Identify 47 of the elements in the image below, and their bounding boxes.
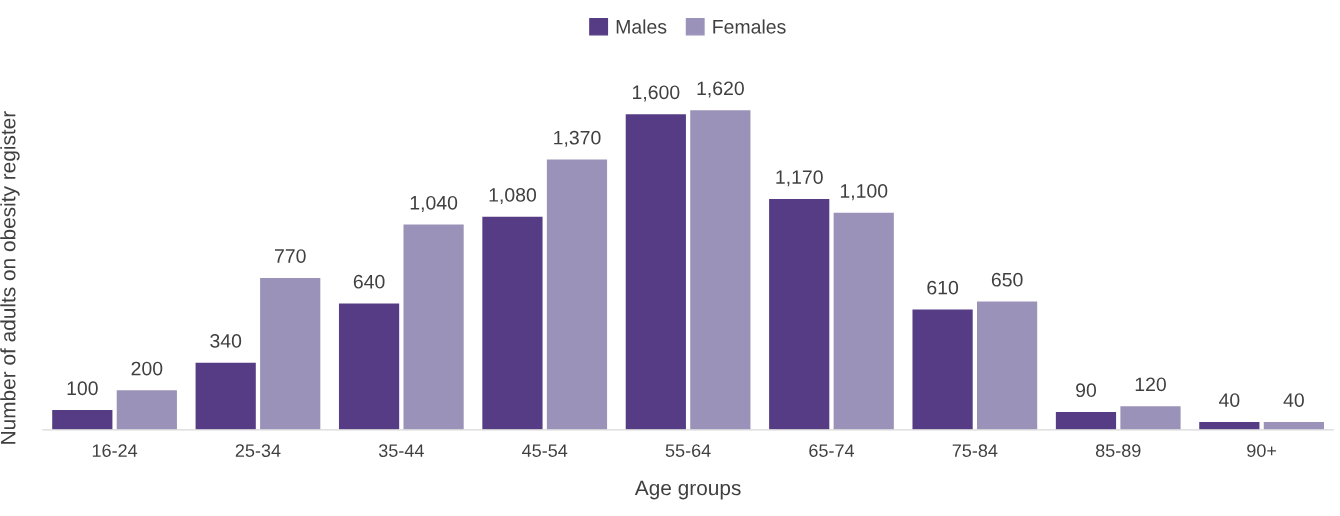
data-label: 200 bbox=[131, 361, 163, 376]
bar bbox=[338, 303, 400, 430]
x-tick-label: 90+ bbox=[1247, 444, 1277, 457]
bar bbox=[195, 362, 256, 430]
x-axis-title: Age groups bbox=[634, 480, 741, 500]
x-tick-label: 35-44 bbox=[378, 444, 424, 457]
bar bbox=[52, 410, 113, 430]
x-tick-label: 75-84 bbox=[952, 444, 998, 457]
y-axis-title: Number of adults on obesity register bbox=[0, 111, 20, 444]
x-tick-label: 65-74 bbox=[809, 444, 855, 457]
bar bbox=[690, 110, 751, 430]
data-label: 100 bbox=[67, 381, 98, 396]
data-label: 1,040 bbox=[410, 195, 458, 212]
x-tick-label: 25-34 bbox=[235, 444, 281, 457]
data-label: 1,600 bbox=[632, 85, 680, 102]
data-label: 1,620 bbox=[697, 81, 744, 98]
bar bbox=[912, 309, 973, 430]
x-tick-label: 16-24 bbox=[92, 444, 138, 457]
x-tick-label: 85-89 bbox=[1095, 444, 1141, 457]
x-tick-label: 55-64 bbox=[665, 444, 711, 457]
data-label: 640 bbox=[353, 274, 385, 289]
data-label: 610 bbox=[927, 280, 959, 295]
bar bbox=[1055, 412, 1117, 430]
legend-label: Males bbox=[616, 19, 667, 34]
bar bbox=[260, 277, 321, 430]
bar bbox=[977, 301, 1038, 430]
data-label: 120 bbox=[1135, 377, 1166, 392]
data-label: 1,080 bbox=[489, 188, 537, 205]
bar bbox=[546, 159, 608, 430]
bar bbox=[833, 212, 894, 430]
data-label: 340 bbox=[210, 334, 242, 348]
data-label: 1,100 bbox=[840, 184, 888, 201]
legend-label: Females bbox=[713, 19, 786, 34]
data-label: 770 bbox=[274, 249, 306, 263]
data-label: 40 bbox=[1218, 393, 1240, 407]
bar bbox=[403, 224, 464, 430]
data-label: 650 bbox=[991, 272, 1023, 287]
data-label: 40 bbox=[1283, 393, 1304, 407]
bar bbox=[482, 216, 543, 430]
data-label: 90 bbox=[1076, 383, 1097, 398]
data-label: 1,370 bbox=[554, 130, 601, 147]
data-label: 1,170 bbox=[776, 170, 823, 187]
x-tick-label: 45-54 bbox=[522, 444, 568, 457]
bar bbox=[116, 390, 177, 430]
bar bbox=[769, 198, 830, 430]
bar bbox=[1120, 406, 1181, 430]
bar bbox=[625, 114, 686, 430]
